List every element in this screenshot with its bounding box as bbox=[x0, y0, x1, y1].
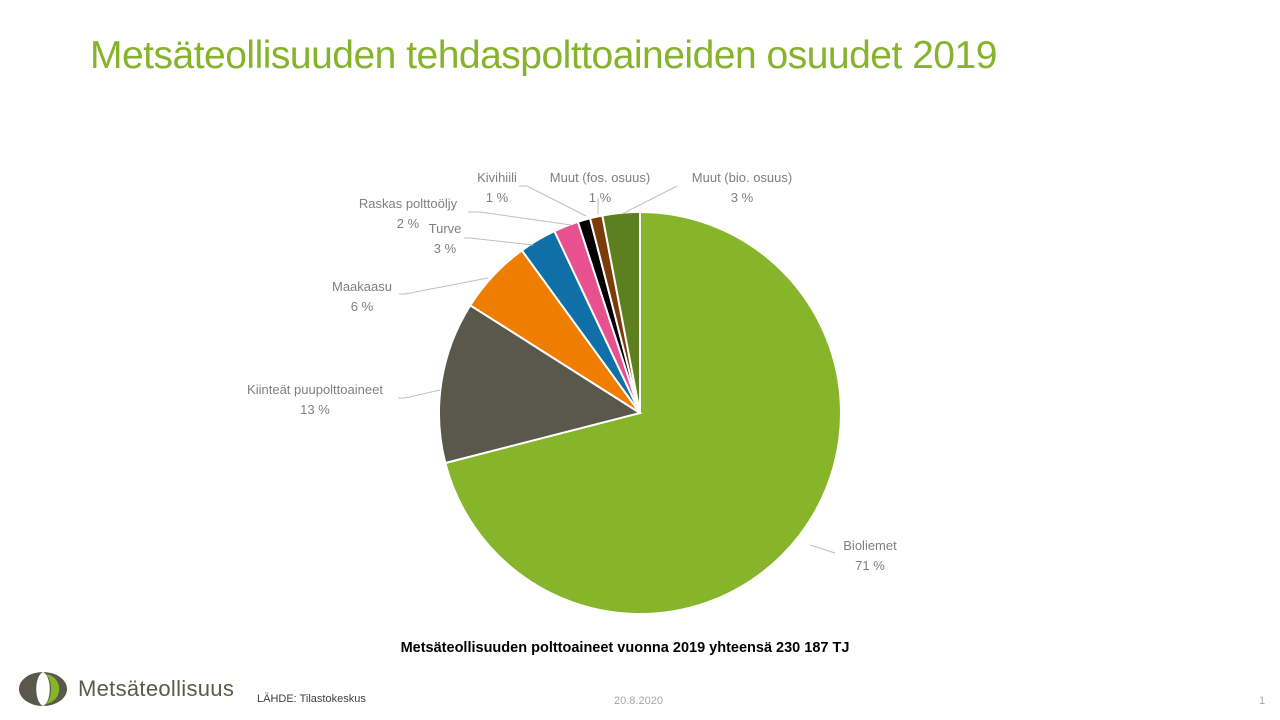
pie-slice-kiinteat-puupolttoaineet bbox=[438, 303, 643, 465]
slide-title: Metsäteollisuuden tehdaspolttoaineiden o… bbox=[90, 34, 997, 77]
pie-slice-bioliemet bbox=[444, 210, 842, 615]
leader-lines bbox=[398, 185, 836, 554]
logo-text: Metsäteollisuus bbox=[78, 676, 235, 701]
leader-line-turve bbox=[464, 237, 534, 246]
slice-label-value-raskas-polttooljy: 2 % bbox=[397, 216, 420, 231]
chart-caption: Metsäteollisuuden polttoaineet vuonna 20… bbox=[400, 640, 850, 656]
leader-line-raskas-polttooljy bbox=[468, 211, 572, 226]
leader-line-kivihiili bbox=[519, 185, 587, 217]
slice-label-name-muut-bio-osuus: Muut (bio. osuus) bbox=[692, 170, 792, 185]
page-number: 1 bbox=[1259, 695, 1266, 707]
slice-label-value-muut-fos-osuus: 1 % bbox=[589, 190, 612, 205]
leader-line-kiinteat-puupolttoaineet bbox=[398, 389, 441, 399]
slice-label-name-turve: Turve bbox=[429, 221, 462, 236]
slice-label-name-muut-fos-osuus: Muut (fos. osuus) bbox=[550, 170, 650, 185]
logo-mark-icon bbox=[19, 672, 67, 706]
slice-label-value-turve: 3 % bbox=[434, 241, 457, 256]
leader-line-maakaasu bbox=[399, 277, 489, 295]
pie-slices bbox=[438, 210, 842, 615]
leader-line-bioliemet bbox=[809, 544, 836, 554]
slice-label-name-kivihiili: Kivihiili bbox=[477, 170, 517, 185]
company-logo: Metsäteollisuus bbox=[18, 671, 234, 707]
slice-label-name-bioliemet: Bioliemet bbox=[843, 538, 897, 553]
slice-labels: Bioliemet 71 % Kiinteät puupolttoaineet 13 … bbox=[247, 170, 897, 573]
slide-date: 20.8.2020 bbox=[614, 695, 663, 707]
pie-slice-muut-bio-osuus bbox=[601, 210, 641, 414]
source-note: LÄHDE: Tilastokeskus bbox=[257, 693, 366, 705]
slice-label-name-kiinteat-puupolttoaineet: Kiinteät puupolttoaineet bbox=[247, 382, 383, 397]
slice-label-name-raskas-polttooljy: Raskas polttoöljy bbox=[359, 196, 458, 211]
slice-label-value-kivihiili: 1 % bbox=[486, 190, 509, 205]
slice-label-name-maakaasu: Maakaasu bbox=[332, 279, 392, 294]
leader-line-muut-bio-osuus bbox=[621, 185, 678, 215]
slice-label-value-bioliemet: 71 % bbox=[855, 558, 885, 573]
slice-label-value-maakaasu: 6 % bbox=[351, 299, 374, 314]
slice-label-value-kiinteat-puupolttoaineet: 13 % bbox=[300, 402, 330, 417]
slice-label-value-muut-bio-osuus: 3 % bbox=[731, 190, 754, 205]
